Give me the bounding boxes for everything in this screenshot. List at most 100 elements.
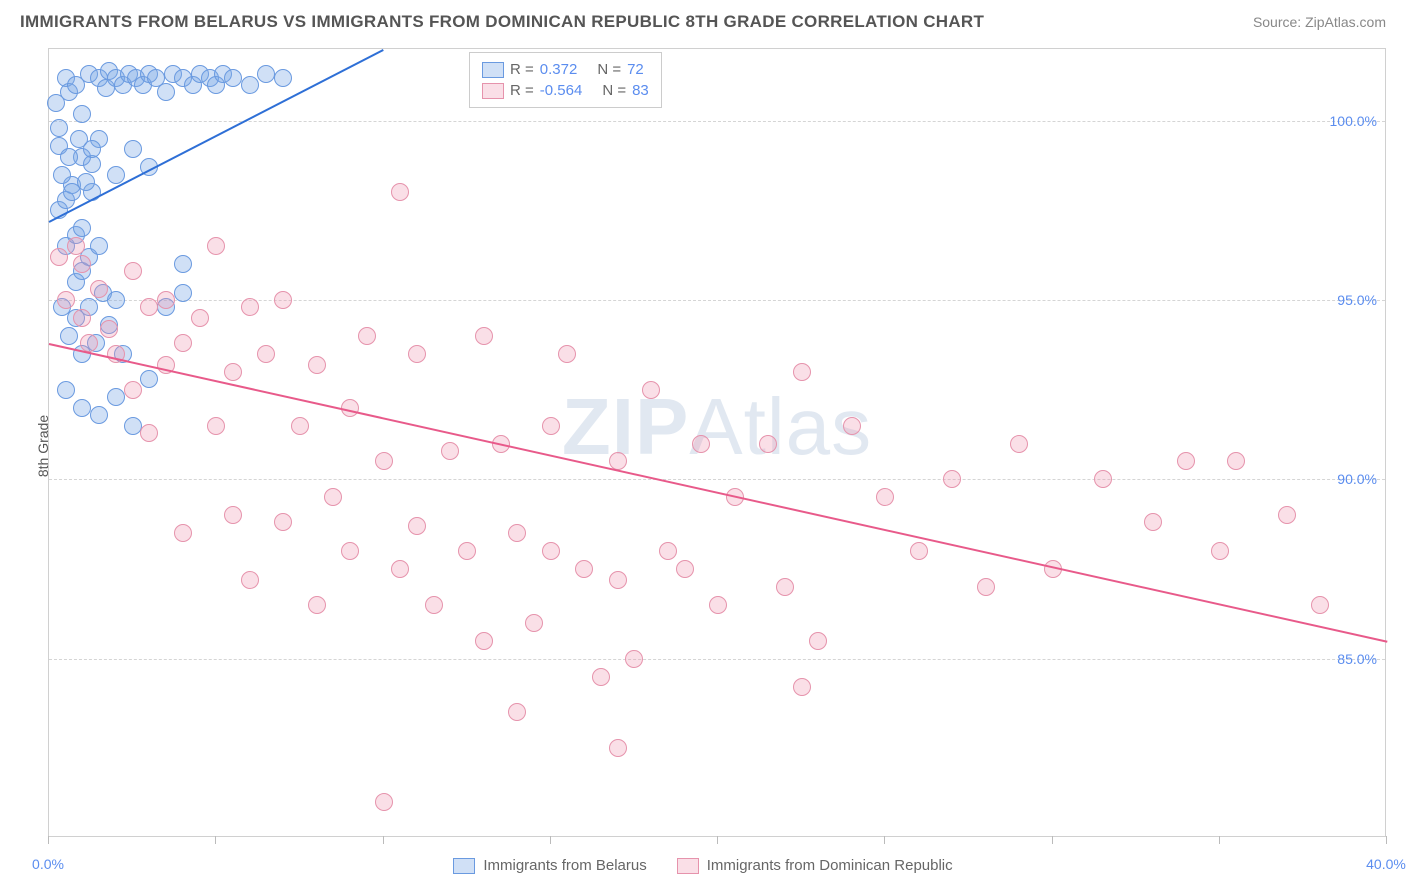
source-label: Source: ZipAtlas.com [1253, 14, 1386, 30]
scatter-point [140, 370, 158, 388]
scatter-point [425, 596, 443, 614]
scatter-point [77, 173, 95, 191]
scatter-point [90, 237, 108, 255]
x-tick-mark [550, 836, 551, 844]
scatter-point [107, 388, 125, 406]
scatter-point [274, 291, 292, 309]
scatter-point [525, 614, 543, 632]
legend-bottom: Immigrants from Belarus Immigrants from D… [0, 857, 1406, 874]
scatter-point [73, 105, 91, 123]
legend-label: Immigrants from Belarus [483, 857, 646, 874]
scatter-point [140, 298, 158, 316]
scatter-point [1211, 542, 1229, 560]
n-value: 72 [627, 61, 644, 78]
scatter-point [575, 560, 593, 578]
legend-row: R = -0.564N = 83 [482, 80, 649, 101]
scatter-point [910, 542, 928, 560]
scatter-point [458, 542, 476, 560]
legend-swatch [677, 858, 699, 874]
scatter-point [308, 596, 326, 614]
scatter-point [1278, 506, 1296, 524]
gridline-h [49, 659, 1385, 660]
header: IMMIGRANTS FROM BELARUS VS IMMIGRANTS FR… [0, 0, 1406, 40]
scatter-point [50, 119, 68, 137]
scatter-point [308, 356, 326, 374]
scatter-point [107, 166, 125, 184]
scatter-point [124, 140, 142, 158]
scatter-point [241, 571, 259, 589]
x-tick-mark [884, 836, 885, 844]
n-label: N = [597, 61, 621, 78]
scatter-point [274, 513, 292, 531]
scatter-point [90, 280, 108, 298]
scatter-point [1311, 596, 1329, 614]
gridline-h [49, 121, 1385, 122]
legend-row: R = 0.372N = 72 [482, 59, 649, 80]
legend-swatch [482, 62, 504, 78]
y-tick-label: 85.0% [1337, 651, 1377, 667]
scatter-point [592, 668, 610, 686]
scatter-point [475, 327, 493, 345]
scatter-point [508, 703, 526, 721]
y-tick-label: 100.0% [1330, 113, 1377, 129]
scatter-point [659, 542, 677, 560]
scatter-point [140, 424, 158, 442]
scatter-point [1010, 435, 1028, 453]
scatter-point [73, 309, 91, 327]
scatter-point [391, 183, 409, 201]
scatter-point [57, 381, 75, 399]
scatter-point [73, 399, 91, 417]
scatter-point [609, 571, 627, 589]
scatter-point [1177, 452, 1195, 470]
scatter-point [776, 578, 794, 596]
legend-swatch [453, 858, 475, 874]
legend-stats: R = 0.372N = 72R = -0.564N = 83 [469, 52, 662, 108]
legend-item: Immigrants from Belarus [453, 857, 646, 874]
scatter-point [157, 83, 175, 101]
scatter-point [793, 678, 811, 696]
scatter-point [50, 248, 68, 266]
scatter-point [174, 255, 192, 273]
scatter-point [977, 578, 995, 596]
scatter-point [324, 488, 342, 506]
scatter-point [274, 69, 292, 87]
scatter-point [90, 406, 108, 424]
scatter-point [676, 560, 694, 578]
scatter-point [107, 291, 125, 309]
gridline-h [49, 479, 1385, 480]
scatter-point [60, 327, 78, 345]
n-value: 83 [632, 82, 649, 99]
plot-area: ZIPAtlas 85.0%90.0%95.0%100.0%R = 0.372N… [49, 49, 1385, 836]
y-tick-label: 90.0% [1337, 471, 1377, 487]
scatter-point [759, 435, 777, 453]
r-label: R = [510, 82, 534, 99]
scatter-point [207, 417, 225, 435]
legend-item: Immigrants from Dominican Republic [677, 857, 953, 874]
chart-area: ZIPAtlas 85.0%90.0%95.0%100.0%R = 0.372N… [48, 48, 1386, 837]
scatter-point [73, 255, 91, 273]
scatter-point [207, 237, 225, 255]
r-value: -0.564 [540, 82, 583, 99]
scatter-point [508, 524, 526, 542]
x-tick-mark [1386, 836, 1387, 844]
scatter-point [558, 345, 576, 363]
scatter-point [341, 542, 359, 560]
scatter-point [375, 793, 393, 811]
scatter-point [692, 435, 710, 453]
scatter-point [1144, 513, 1162, 531]
x-tick-mark [1052, 836, 1053, 844]
scatter-point [174, 524, 192, 542]
scatter-point [793, 363, 811, 381]
scatter-point [375, 452, 393, 470]
scatter-point [124, 381, 142, 399]
x-tick-mark [215, 836, 216, 844]
scatter-point [241, 76, 259, 94]
scatter-point [441, 442, 459, 460]
scatter-point [157, 291, 175, 309]
scatter-point [542, 417, 560, 435]
x-tick-label: 0.0% [32, 856, 64, 872]
scatter-point [257, 345, 275, 363]
scatter-point [876, 488, 894, 506]
scatter-point [124, 262, 142, 280]
scatter-point [408, 345, 426, 363]
